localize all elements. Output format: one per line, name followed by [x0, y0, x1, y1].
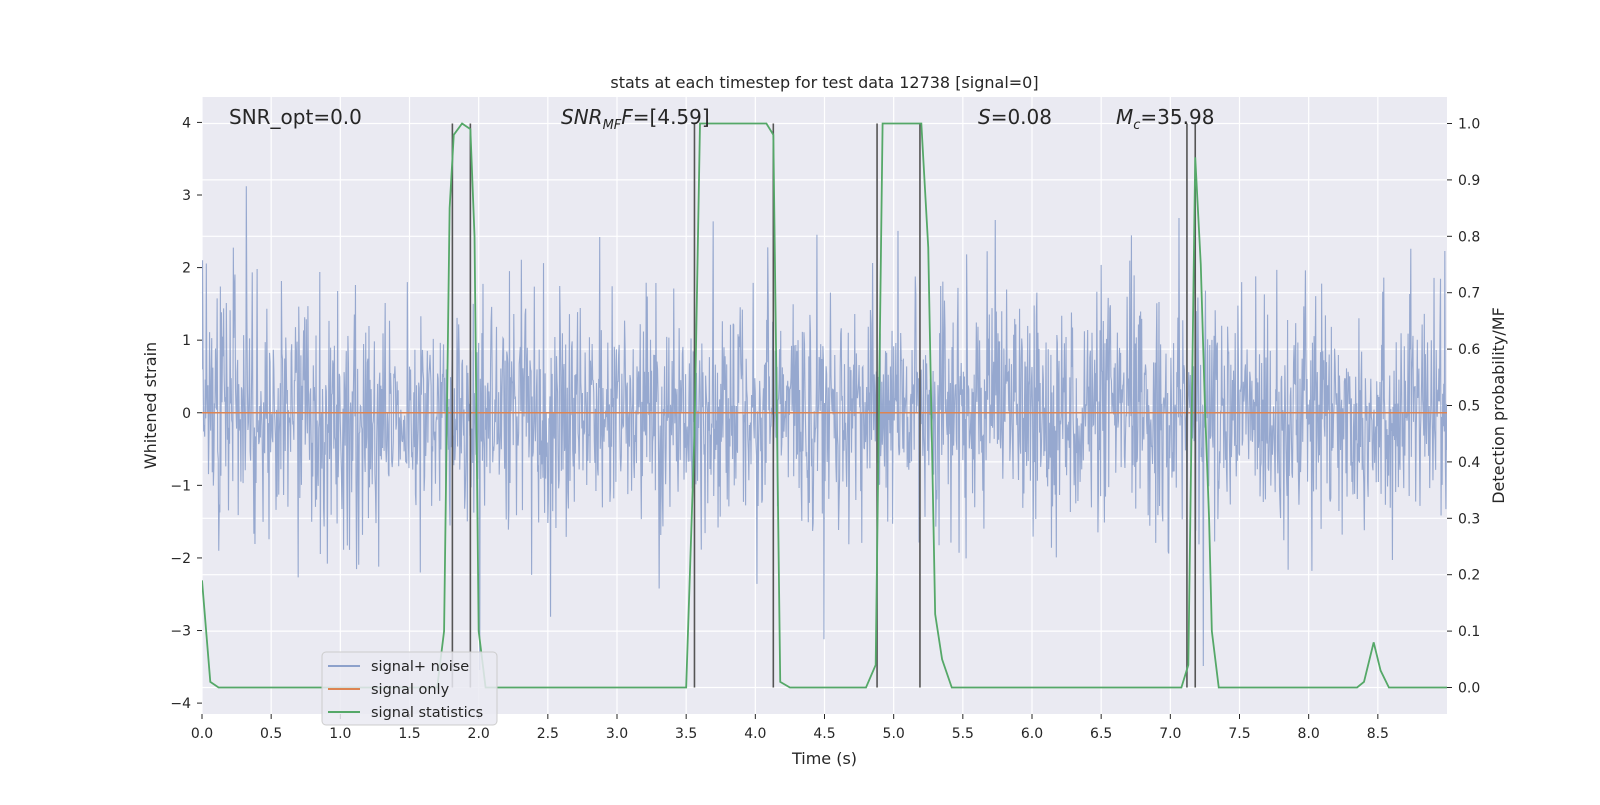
y-right-tick-label: 0.2 — [1458, 568, 1480, 584]
signal-statistics-line — [202, 122, 1447, 689]
x-tick-label: 2.5 — [537, 726, 559, 742]
legend-label-signal-only: signal only — [371, 682, 450, 698]
series-signal-statistics — [202, 122, 1447, 689]
annotation-mc: Mc=35.98 — [1116, 105, 1214, 133]
y-left-tick-label: −4 — [170, 696, 191, 712]
legend-box — [321, 651, 498, 726]
y-left-tick-label: 2 — [182, 261, 191, 277]
x-tick-label: 0.5 — [260, 726, 282, 742]
x-tick-label: 4.0 — [744, 726, 766, 742]
ticks: 0.0 0.5 1.0 1.5 2.0 2.5 3.0 3.5 4.0 4.5 5.0 5.5 6.0 6… — [170, 115, 1480, 742]
y-axis-right-label: Detection probability/MF — [1489, 307, 1508, 504]
x-tick-label: 8.5 — [1367, 726, 1389, 742]
y-right-tick-label: 0.4 — [1458, 455, 1480, 471]
y-right-tick-label: 0.6 — [1458, 342, 1480, 358]
y-right-tick-label: 1.0 — [1458, 117, 1480, 133]
x-tick-label: 6.5 — [1090, 726, 1112, 742]
noise-trace — [202, 186, 1447, 670]
y-right-tick-label: 0.5 — [1458, 399, 1480, 415]
y-left-tick-label: −3 — [170, 624, 191, 640]
x-tick-label: 1.5 — [398, 726, 420, 742]
annotation-snr-mf: SNRMFF=[4.59] — [561, 105, 710, 133]
y-left-tick-label: 0 — [182, 406, 191, 422]
snr-mf-sub: MF — [603, 118, 622, 133]
s-label: S — [978, 105, 991, 129]
x-axis-label: Time (s) — [791, 749, 857, 768]
x-tick-label: 5.0 — [883, 726, 905, 742]
s-value: =0.08 — [991, 105, 1052, 129]
x-tick-label: 6.0 — [1021, 726, 1043, 742]
x-tick-label: 3.5 — [675, 726, 697, 742]
x-tick-label: 0.0 — [191, 726, 213, 742]
x-tick-label: 7.0 — [1159, 726, 1181, 742]
y-axis-left-label: Whitened strain — [141, 342, 160, 469]
y-right-tick-label: 0.7 — [1458, 286, 1480, 302]
x-tick-label: 7.5 — [1228, 726, 1250, 742]
y-right-tick-label: 0.1 — [1458, 624, 1480, 640]
legend: signal+ noise signal only signal statist… — [321, 651, 498, 726]
annotation-snr-opt: SNR_opt=0.0 — [229, 105, 362, 129]
y-right-tick-label: 0.8 — [1458, 229, 1480, 245]
series-signal-plus-noise — [202, 186, 1447, 670]
y-right-tick-label: 0.0 — [1458, 680, 1480, 696]
y-left-tick-label: 4 — [182, 115, 191, 131]
mc-value: =35.98 — [1140, 105, 1214, 129]
y-left-tick-label: −2 — [170, 551, 191, 567]
mc-sub: c — [1133, 118, 1140, 133]
x-tick-label: 1.0 — [329, 726, 351, 742]
x-tick-label: 3.0 — [606, 726, 628, 742]
y-right-tick-label: 0.3 — [1458, 511, 1480, 527]
snr-mf-main: SNR — [561, 105, 603, 129]
annotation-s: S=0.08 — [978, 105, 1052, 129]
y-left-tick-label: 1 — [182, 333, 191, 349]
x-tick-label: 5.5 — [952, 726, 974, 742]
snr-mf-value: =[4.59] — [633, 105, 710, 129]
x-tick-label: 8.0 — [1298, 726, 1320, 742]
legend-label-signal-plus-noise: signal+ noise — [371, 659, 469, 675]
mc-main: M — [1116, 105, 1133, 129]
x-tick-label: 4.5 — [813, 726, 835, 742]
y-right-tick-label: 0.9 — [1458, 173, 1480, 189]
x-tick-label: 2.0 — [468, 726, 490, 742]
legend-label-signal-statistics: signal statistics — [371, 705, 483, 721]
chart-title: stats at each timestep for test data 127… — [610, 73, 1038, 92]
y-left-tick-label: 3 — [182, 188, 191, 204]
y-left-tick-label: −1 — [170, 478, 191, 494]
